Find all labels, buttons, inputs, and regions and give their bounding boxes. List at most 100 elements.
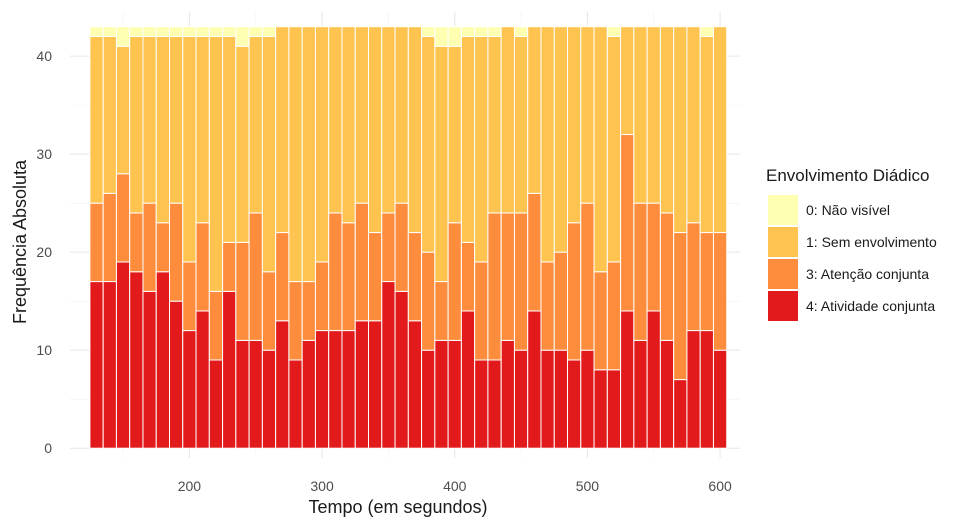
bar-segment: [606, 369, 622, 449]
bar-segment: [248, 339, 263, 449]
x-axis-title: Tempo (em segundos): [308, 497, 487, 517]
x-tick-label: 500: [576, 478, 600, 494]
bar-segment: [646, 310, 661, 449]
bar-segment: [567, 222, 582, 361]
bar-segment: [341, 26, 356, 224]
bar-segment: [275, 232, 290, 322]
bar-segment: [368, 320, 383, 449]
bar-segment: [208, 359, 224, 449]
bar-segment: [633, 202, 648, 341]
bar-segment: [235, 241, 250, 341]
bar-segment: [421, 36, 436, 253]
bar-segment: [500, 212, 515, 341]
bar-segment: [567, 359, 582, 449]
bar-segment: [394, 290, 409, 449]
bar-segment: [606, 26, 622, 38]
bar-segment: [155, 26, 171, 38]
bar-segment: [222, 241, 237, 292]
bar-segment: [580, 202, 595, 351]
bar-segment: [115, 45, 131, 175]
bar-segment: [169, 26, 184, 38]
bar-segment: [314, 261, 330, 332]
bar-segment: [328, 26, 343, 214]
legend-label: 0: Não visível: [806, 202, 890, 218]
bar-segment: [513, 36, 529, 214]
bar-segment: [142, 36, 157, 204]
bar-segment: [89, 202, 104, 283]
bar-segment: [567, 26, 582, 224]
bar-segment: [527, 26, 542, 194]
bar-segment: [155, 271, 171, 449]
legend-swatch: [768, 259, 798, 289]
bar-segment: [474, 26, 489, 38]
bar-segment: [222, 290, 237, 449]
bar-segment: [686, 26, 701, 224]
bar-segment: [620, 26, 635, 136]
bar-segment: [460, 241, 476, 312]
bar-segment: [115, 26, 131, 47]
bar-segment: [328, 330, 343, 449]
bar-segment: [314, 330, 330, 449]
bar-segment: [659, 26, 675, 214]
bar-segment: [354, 26, 370, 204]
bar-segment: [222, 36, 237, 243]
bar-segment: [102, 192, 117, 283]
bar-segment: [301, 339, 316, 449]
bar-segment: [195, 222, 210, 312]
bar-segment: [447, 45, 462, 224]
bar-segment: [487, 212, 502, 361]
bar-segment: [487, 359, 502, 449]
bar-segment: [434, 281, 449, 341]
bar-segment: [500, 26, 515, 214]
y-tick-label: 40: [36, 48, 52, 64]
bar-segment: [421, 349, 436, 449]
bar-segment: [261, 271, 277, 351]
bar-segment: [275, 320, 290, 449]
bar-segment: [513, 26, 529, 38]
bar-segment: [421, 251, 436, 351]
bar-segment: [155, 36, 171, 224]
bar-segment: [593, 271, 608, 371]
bar-segment: [235, 26, 250, 47]
bar-segment: [261, 36, 277, 273]
legend-label: 1: Sem envolvimento: [806, 234, 937, 250]
y-axis-title: Frequência Absoluta: [10, 159, 30, 324]
bar-segment: [248, 36, 263, 214]
x-tick-label: 400: [443, 478, 467, 494]
bar-segment: [407, 232, 423, 322]
bar-segment: [195, 310, 210, 449]
bar-segment: [540, 26, 555, 263]
bar-segment: [102, 26, 117, 38]
bar-segment: [553, 251, 569, 351]
bar-segment: [474, 36, 489, 263]
bars: [89, 26, 728, 449]
bar-segment: [460, 26, 476, 38]
bar-segment: [407, 26, 423, 234]
bar-segment: [540, 261, 555, 351]
bar-segment: [699, 330, 714, 449]
bar-segment: [115, 173, 131, 263]
bar-segment: [593, 26, 608, 273]
bar-segment: [474, 261, 489, 361]
bar-segment: [102, 281, 117, 449]
bar-segment: [368, 232, 383, 322]
bar-segment: [341, 330, 356, 449]
bar-segment: [553, 26, 569, 253]
bar-segment: [620, 134, 635, 312]
y-tick-label: 30: [36, 146, 52, 162]
bar-segment: [142, 290, 157, 449]
bar-segment: [89, 26, 104, 38]
bar-segment: [328, 212, 343, 332]
bar-segment: [487, 36, 502, 214]
bar-segment: [686, 222, 701, 332]
bar-segment: [434, 45, 449, 283]
bar-segment: [341, 222, 356, 332]
legend: Envolvimento Diádico 0: Não visível 1: Se…: [766, 166, 937, 321]
y-tick-label: 10: [36, 342, 52, 358]
bar-segment: [540, 349, 555, 449]
bar-segment: [673, 26, 688, 234]
bar-segment: [487, 26, 502, 38]
bar-segment: [381, 212, 396, 283]
legend-label: 3: Atenção conjunta: [806, 266, 929, 282]
